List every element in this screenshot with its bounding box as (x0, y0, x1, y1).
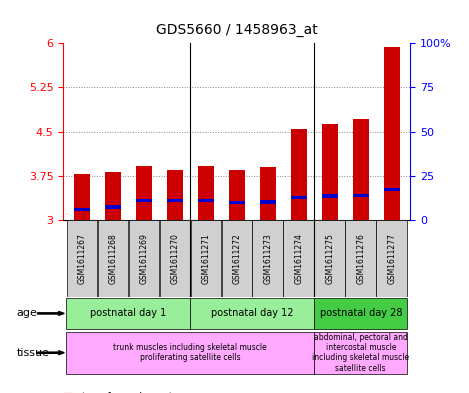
Text: abdominal, pectoral and
intercostal muscle
including skeletal muscle
satellite c: abdominal, pectoral and intercostal musc… (312, 332, 409, 373)
Bar (260, 167, 276, 220)
FancyBboxPatch shape (98, 220, 128, 297)
FancyBboxPatch shape (314, 298, 407, 329)
Text: GSM1611270: GSM1611270 (170, 233, 179, 284)
Bar (198, 166, 213, 220)
Bar (291, 129, 307, 220)
FancyBboxPatch shape (315, 220, 345, 297)
Bar (136, 199, 151, 202)
FancyBboxPatch shape (67, 220, 97, 297)
Text: age: age (16, 309, 38, 318)
Text: GSM1611275: GSM1611275 (325, 233, 334, 284)
Text: ■: ■ (63, 392, 74, 393)
Bar (384, 187, 400, 191)
Bar (74, 174, 90, 220)
FancyBboxPatch shape (283, 220, 314, 297)
Bar (167, 199, 182, 202)
Text: tissue: tissue (16, 348, 49, 358)
Text: GSM1611276: GSM1611276 (356, 233, 365, 284)
FancyBboxPatch shape (159, 220, 190, 297)
Text: postnatal day 1: postnatal day 1 (90, 309, 166, 318)
Text: GSM1611273: GSM1611273 (263, 233, 272, 284)
FancyBboxPatch shape (67, 332, 314, 373)
Text: GDS5660 / 1458963_at: GDS5660 / 1458963_at (156, 23, 318, 37)
Bar (229, 200, 245, 204)
Text: trunk muscles including skeletal muscle
proliferating satellite cells: trunk muscles including skeletal muscle … (113, 343, 267, 362)
Bar (291, 196, 307, 200)
Bar (198, 199, 213, 202)
Bar (322, 124, 338, 220)
Text: postnatal day 28: postnatal day 28 (319, 309, 402, 318)
Text: GSM1611268: GSM1611268 (108, 233, 117, 284)
FancyBboxPatch shape (190, 220, 221, 297)
FancyBboxPatch shape (314, 332, 407, 373)
Text: GSM1611277: GSM1611277 (387, 233, 396, 284)
Text: GSM1611272: GSM1611272 (232, 233, 242, 284)
Text: GSM1611274: GSM1611274 (295, 233, 303, 284)
Bar (384, 48, 400, 220)
Text: GSM1611267: GSM1611267 (77, 233, 86, 284)
Bar (229, 170, 245, 220)
Text: transformed count: transformed count (82, 392, 173, 393)
FancyBboxPatch shape (67, 298, 190, 329)
FancyBboxPatch shape (252, 220, 283, 297)
Text: GSM1611271: GSM1611271 (201, 233, 211, 284)
Text: GSM1611269: GSM1611269 (139, 233, 148, 284)
Text: postnatal day 12: postnatal day 12 (211, 309, 294, 318)
Bar (105, 205, 121, 209)
FancyBboxPatch shape (190, 298, 314, 329)
Bar (167, 170, 182, 220)
Bar (260, 200, 276, 204)
FancyBboxPatch shape (346, 220, 376, 297)
Bar (74, 208, 90, 211)
Bar (105, 172, 121, 220)
Bar (353, 193, 369, 197)
FancyBboxPatch shape (377, 220, 407, 297)
FancyBboxPatch shape (221, 220, 252, 297)
Bar (322, 194, 338, 198)
Bar (136, 166, 151, 220)
FancyBboxPatch shape (129, 220, 159, 297)
Bar (353, 119, 369, 220)
